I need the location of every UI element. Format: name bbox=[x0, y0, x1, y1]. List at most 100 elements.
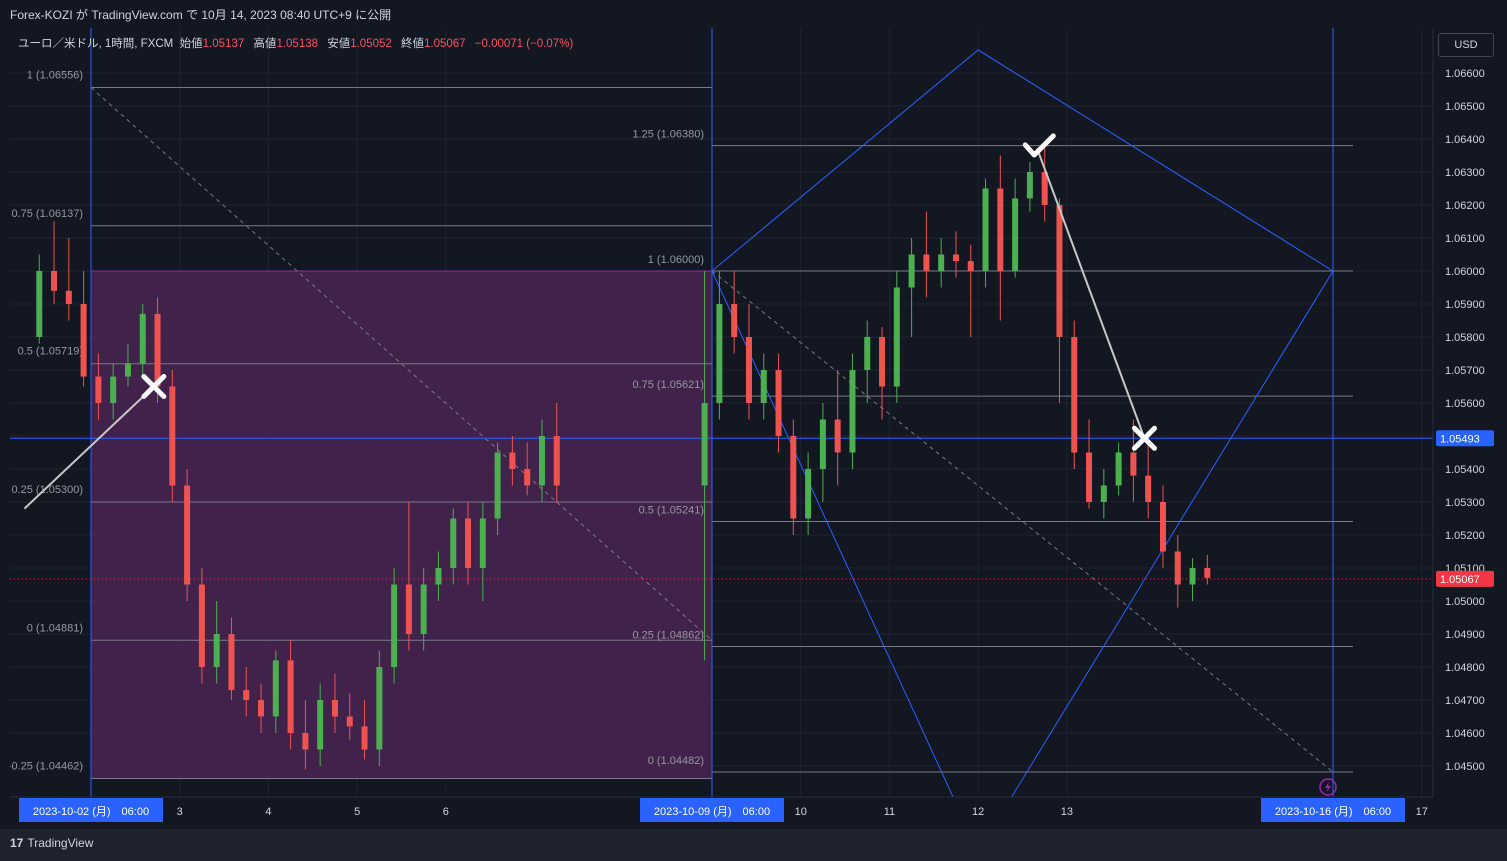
date-tick-label: 10 bbox=[795, 806, 807, 818]
candle-body bbox=[731, 304, 738, 337]
candle-body bbox=[524, 469, 531, 486]
candle-body bbox=[849, 370, 856, 453]
candle-body bbox=[938, 254, 945, 271]
candle-body bbox=[405, 584, 412, 634]
date-tick-label: 13 bbox=[1061, 806, 1073, 818]
price-axis-background bbox=[1433, 28, 1507, 797]
candle-body bbox=[553, 436, 560, 486]
candle-body bbox=[1115, 452, 1122, 486]
fib-left-level-label: 0.5 (1.05719) bbox=[18, 346, 83, 358]
fib-zone-left bbox=[91, 271, 712, 779]
date-tick-label: 17 bbox=[1416, 806, 1428, 818]
price-tick-label: 1.05800 bbox=[1445, 332, 1485, 344]
candle-body bbox=[879, 337, 886, 387]
candle-body bbox=[51, 271, 58, 291]
currency-button[interactable]: USD bbox=[1438, 33, 1494, 57]
price-tick-label: 1.05200 bbox=[1445, 530, 1485, 542]
dashed-trend-line bbox=[90, 87, 713, 641]
price-tick-label: 1.05600 bbox=[1445, 398, 1485, 410]
candle-body bbox=[361, 726, 368, 750]
tradingview-logo-text: TradingView bbox=[27, 836, 94, 850]
fib-right-level-label: 0.5 (1.05241) bbox=[639, 504, 704, 516]
price-tick-label: 1.05700 bbox=[1445, 365, 1485, 377]
legend-change: −0.00071 (−0.07%) bbox=[474, 38, 574, 50]
candle-body bbox=[745, 337, 752, 403]
legend-high-label: 高値 bbox=[253, 38, 277, 50]
candle-body bbox=[1189, 568, 1196, 585]
price-tick-label: 1.06200 bbox=[1445, 200, 1485, 212]
candle-body bbox=[805, 469, 812, 519]
fib-left-level-label: 1 (1.06556) bbox=[27, 70, 83, 82]
candle-body bbox=[95, 376, 102, 403]
candle-body bbox=[228, 634, 235, 691]
candle-body bbox=[790, 436, 797, 519]
candle-body bbox=[184, 485, 191, 585]
date-tick-label: 6 bbox=[443, 806, 449, 818]
price-tick-label: 1.04800 bbox=[1445, 662, 1485, 674]
date-tick-label: 12 bbox=[972, 806, 984, 818]
candle-body bbox=[538, 436, 545, 486]
legend-close-label: 終値 bbox=[401, 38, 424, 50]
candle-body bbox=[302, 733, 309, 750]
candle-body bbox=[465, 518, 472, 568]
fib-right-level-label: 0.75 (1.05621) bbox=[632, 379, 704, 391]
legend-low-value: 1.05052 bbox=[350, 38, 392, 50]
price-tick-label: 1.06500 bbox=[1445, 101, 1485, 113]
path-line bbox=[1036, 148, 1146, 439]
candle-body bbox=[716, 304, 723, 403]
price-tick-label: 1.05900 bbox=[1445, 299, 1485, 311]
candle-body bbox=[509, 452, 516, 469]
price-tick-label: 1.06600 bbox=[1445, 68, 1485, 80]
candle-body bbox=[1100, 485, 1107, 502]
candle-body bbox=[376, 667, 383, 750]
price-badge-label: 1.05067 bbox=[1440, 574, 1480, 586]
price-tick-label: 1.06300 bbox=[1445, 167, 1485, 179]
candle-body bbox=[864, 337, 871, 370]
price-tick-label: 1.04700 bbox=[1445, 695, 1485, 707]
price-chart[interactable]: 1 (1.06556) 0.75 (1.06137) 0.5 (1.05719) 0.… bbox=[0, 0, 1507, 829]
candle-body bbox=[1130, 452, 1137, 476]
candle-body bbox=[997, 188, 1004, 271]
candle-body bbox=[1071, 337, 1078, 453]
check-marker bbox=[1022, 133, 1056, 158]
candle-body bbox=[287, 660, 294, 733]
candle-body bbox=[967, 261, 974, 271]
candle-body bbox=[346, 716, 353, 727]
tradingview-logo[interactable]: 17 TradingView bbox=[10, 836, 93, 850]
candle-body bbox=[450, 518, 457, 568]
candle-body bbox=[258, 700, 265, 717]
candle-body bbox=[1204, 568, 1211, 578]
candle-body bbox=[908, 254, 915, 288]
price-badge bbox=[1436, 430, 1494, 447]
candle-body bbox=[317, 700, 324, 750]
candle-body bbox=[213, 634, 220, 667]
date-badge-label: 2023-10-09 (月) 06:00 bbox=[654, 806, 770, 818]
cross-marker bbox=[141, 374, 167, 399]
legend-symbol: ユーロ／米ドル, 1時間, FXCM bbox=[18, 38, 174, 50]
publisher-bar: Forex-KOZI が TradingView.com で 10月 14, 2… bbox=[0, 0, 1507, 28]
price-tick-label: 1.04600 bbox=[1445, 728, 1485, 740]
candle-body bbox=[420, 584, 427, 634]
candle-body bbox=[1026, 172, 1033, 199]
price-badge-label: 1.05493 bbox=[1440, 433, 1480, 445]
candle-body bbox=[479, 518, 486, 568]
candle-body bbox=[139, 313, 146, 364]
legend-open-value: 1.05137 bbox=[202, 38, 245, 50]
candle-body bbox=[154, 313, 161, 387]
candle-body bbox=[435, 568, 442, 585]
fib-right-level-label: 0 (1.04482) bbox=[648, 755, 704, 767]
legend-low-label: 安値 bbox=[327, 38, 351, 50]
date-badge-label: 2023-10-02 (月) 06:00 bbox=[33, 806, 149, 818]
candle-body bbox=[198, 584, 205, 667]
candle-body bbox=[169, 386, 176, 486]
fib-left-level-label: 0.75 (1.06137) bbox=[11, 208, 83, 220]
candle-body bbox=[893, 287, 900, 387]
candle-body bbox=[272, 660, 279, 717]
cross-marker bbox=[1131, 425, 1157, 451]
price-badge bbox=[1436, 570, 1494, 587]
price-tick-label: 1.06400 bbox=[1445, 134, 1485, 146]
candle-body bbox=[1174, 551, 1181, 585]
candle-body bbox=[1145, 475, 1152, 502]
path-line bbox=[23, 385, 155, 510]
candle-body bbox=[923, 254, 930, 271]
